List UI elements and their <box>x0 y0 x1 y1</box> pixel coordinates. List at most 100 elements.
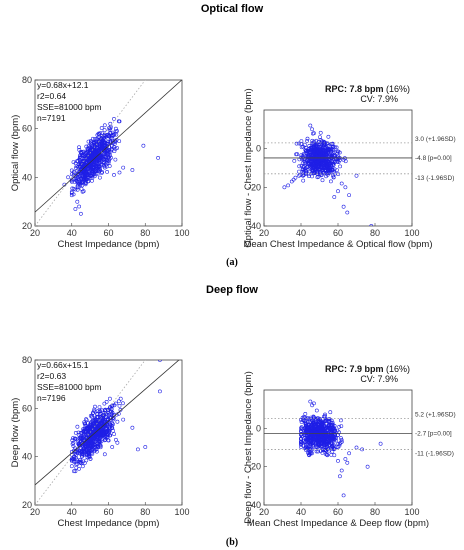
data-point <box>317 439 322 444</box>
x-axis-label: Mean Chest Impedance & Optical flow (bpm… <box>243 239 432 250</box>
data-point <box>92 168 96 173</box>
data-point <box>310 147 315 152</box>
y-tick-label: 80 <box>22 355 32 365</box>
data-point <box>66 175 71 180</box>
sample-count: n=7196 <box>37 393 66 403</box>
data-point <box>100 170 105 174</box>
data-point <box>310 141 315 146</box>
x-tick-label: 80 <box>370 228 380 238</box>
data-point <box>324 141 329 146</box>
data-point <box>337 424 342 429</box>
data-point <box>75 424 80 429</box>
data-point <box>104 141 109 146</box>
data-point <box>88 166 93 170</box>
data-point <box>360 447 365 452</box>
data-point <box>77 204 82 209</box>
data-point <box>91 148 96 152</box>
data-point <box>345 460 350 465</box>
data-point <box>87 169 92 174</box>
data-point <box>317 140 322 145</box>
data-point <box>88 150 93 155</box>
data-point <box>337 158 342 162</box>
data-point <box>102 157 107 162</box>
data-point <box>95 171 100 176</box>
data-point <box>90 147 95 152</box>
y-tick-label: 0 <box>256 423 261 433</box>
data-point <box>332 446 337 451</box>
data-point <box>104 161 109 165</box>
data-point <box>313 165 318 170</box>
data-point <box>95 443 100 448</box>
data-point <box>73 187 78 192</box>
data-point <box>156 155 161 160</box>
plot-area <box>264 123 412 226</box>
data-point <box>95 412 100 417</box>
data-point <box>74 462 79 467</box>
data-point <box>106 438 111 443</box>
data-point <box>106 409 111 414</box>
data-point <box>76 432 81 437</box>
data-point <box>332 434 337 439</box>
data-point <box>308 428 312 433</box>
data-point <box>338 164 343 169</box>
data-point <box>108 396 112 401</box>
data-point <box>324 164 329 169</box>
data-point <box>98 434 103 439</box>
data-point <box>121 165 126 170</box>
regression-equation: y=0.68x+12.1 <box>37 80 89 90</box>
data-point <box>307 451 312 456</box>
data-point <box>304 448 308 452</box>
x-tick-label: 80 <box>140 228 150 238</box>
data-point <box>97 164 102 169</box>
data-point <box>102 438 107 443</box>
data-point <box>343 185 348 190</box>
data-point <box>339 181 344 186</box>
data-point <box>95 161 100 166</box>
data-point <box>87 447 91 452</box>
data-point <box>112 172 116 177</box>
data-point <box>316 174 321 179</box>
data-point <box>311 443 316 448</box>
rpc-value: RPC: 7.9 bpm <box>325 364 386 374</box>
data-point <box>310 441 315 446</box>
data-point <box>107 155 112 159</box>
data-point <box>95 423 100 428</box>
data-point <box>113 157 118 162</box>
data-point <box>319 421 324 426</box>
data-point <box>87 452 92 457</box>
data-point <box>335 168 339 173</box>
data-point <box>112 432 117 437</box>
y-tick-label: 20 <box>22 500 32 510</box>
data-point <box>84 144 89 149</box>
y-tick-label: 80 <box>22 75 32 85</box>
data-point <box>303 421 308 426</box>
data-point <box>80 464 85 469</box>
data-point <box>354 173 359 178</box>
data-point <box>130 425 135 430</box>
data-point <box>110 421 115 426</box>
data-point <box>102 123 107 128</box>
data-point <box>80 179 85 184</box>
x-tick-label: 20 <box>259 228 269 238</box>
data-point <box>97 405 102 410</box>
data-point <box>305 136 310 141</box>
data-point <box>330 167 334 172</box>
data-point <box>69 193 74 198</box>
data-point <box>85 157 90 162</box>
data-point <box>301 178 306 183</box>
data-point <box>320 427 325 432</box>
data-point <box>294 152 299 157</box>
data-point <box>85 427 89 432</box>
data-point <box>91 136 95 141</box>
data-point <box>97 160 102 165</box>
bland-altman-plot-optical: 20 40 60 80 100 -40 -20 0 Mean Chest Impedance &… <box>243 84 456 250</box>
data-point <box>107 425 112 430</box>
data-point <box>88 444 93 449</box>
data-point <box>72 469 76 474</box>
data-point <box>114 437 118 442</box>
x-tick-label: 100 <box>404 228 419 238</box>
data-point <box>303 427 308 432</box>
data-point <box>73 166 78 170</box>
